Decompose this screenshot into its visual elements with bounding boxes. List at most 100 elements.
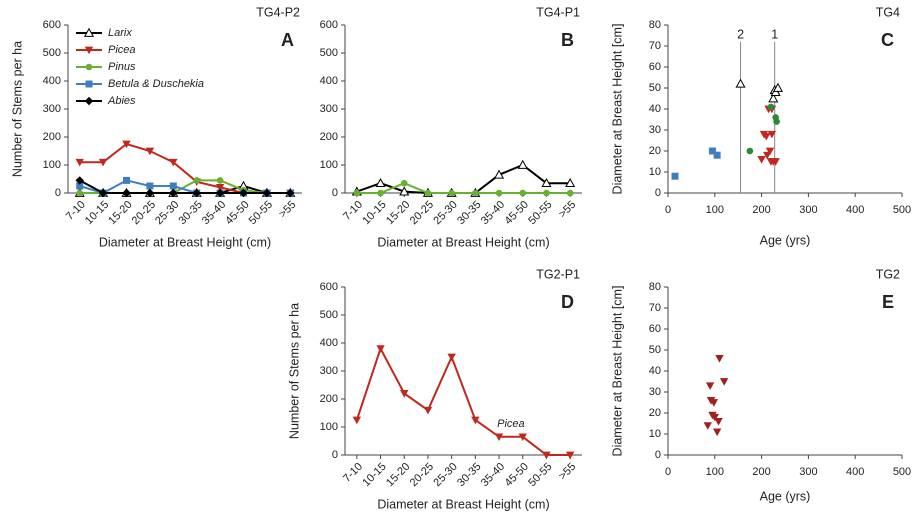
x-tick-label: 10-15 bbox=[360, 461, 388, 489]
x-tick-label: 45-50 bbox=[223, 199, 251, 227]
x-tick-label: 50-55 bbox=[247, 199, 275, 227]
y-tick-label: 40 bbox=[649, 103, 661, 115]
y-tick-label: 30 bbox=[649, 124, 661, 136]
x-tick-label: 50-55 bbox=[526, 461, 554, 489]
y-tick-label: 10 bbox=[649, 166, 661, 178]
y-tick-label: 0 bbox=[332, 449, 338, 461]
x-tick-label: 15-20 bbox=[106, 199, 134, 227]
x-tick-label: 10-15 bbox=[360, 199, 388, 227]
chart-title: TG4-P1 bbox=[536, 5, 580, 19]
y-tick-label: 0 bbox=[332, 187, 338, 199]
marker bbox=[286, 188, 295, 198]
marker bbox=[76, 182, 84, 190]
x-tick-label: 500 bbox=[893, 466, 911, 478]
x-axis-label: Age (yrs) bbox=[760, 233, 811, 247]
marker bbox=[448, 189, 455, 197]
y-tick-label: 80 bbox=[649, 19, 661, 31]
x-tick-label: 45-50 bbox=[503, 461, 531, 489]
chart-title: TG2-P1 bbox=[536, 267, 580, 281]
legend-label: Larix bbox=[108, 27, 132, 39]
panel-label: A bbox=[281, 30, 294, 50]
marker bbox=[447, 353, 456, 362]
marker bbox=[757, 156, 766, 164]
line bbox=[356, 182, 571, 194]
x-axis-label: Diameter at Breast Height (cm) bbox=[377, 235, 549, 249]
x-tick-label: 500 bbox=[893, 204, 911, 216]
y-tick-label: 400 bbox=[320, 337, 338, 349]
marker bbox=[714, 418, 723, 426]
marker bbox=[98, 188, 108, 198]
y-tick-label: 70 bbox=[649, 40, 661, 52]
marker bbox=[471, 416, 480, 425]
y-tick-label: 500 bbox=[43, 47, 61, 59]
marker bbox=[542, 451, 551, 460]
marker bbox=[710, 413, 719, 422]
marker bbox=[735, 78, 746, 88]
x-tick-label: 20-25 bbox=[130, 199, 158, 227]
y-tick-label: 400 bbox=[43, 75, 61, 87]
marker bbox=[377, 189, 384, 197]
y-tick-label: 400 bbox=[320, 75, 338, 87]
marker bbox=[169, 158, 178, 167]
y-tick-label: 600 bbox=[320, 19, 338, 31]
x-tick-label: 25-30 bbox=[431, 199, 459, 227]
x-tick-label: >55 bbox=[557, 461, 579, 483]
marker bbox=[772, 82, 784, 92]
y-tick-label: 200 bbox=[320, 393, 338, 405]
x-tick-label: 30-35 bbox=[455, 199, 483, 227]
reference-label: 1 bbox=[771, 27, 778, 41]
line bbox=[79, 179, 291, 194]
y-axis-label: Diameter at Breast Height [cm] bbox=[610, 24, 624, 195]
marker bbox=[215, 188, 225, 198]
marker bbox=[76, 189, 83, 197]
y-tick-label: 200 bbox=[43, 131, 61, 143]
y-axis-label: Number of Stems per ha bbox=[287, 303, 301, 439]
x-tick-label: 20-25 bbox=[408, 199, 436, 227]
y-tick-label: 0 bbox=[655, 187, 661, 199]
marker bbox=[169, 182, 177, 190]
y-tick-label: 40 bbox=[649, 365, 661, 377]
marker bbox=[771, 158, 780, 166]
y-tick-label: 80 bbox=[649, 281, 661, 293]
marker bbox=[122, 140, 131, 149]
line bbox=[79, 179, 291, 194]
marker bbox=[123, 176, 130, 184]
y-tick-label: 300 bbox=[320, 103, 338, 115]
x-axis-label: Age (yrs) bbox=[760, 489, 811, 503]
marker bbox=[215, 184, 225, 192]
marker bbox=[762, 132, 771, 141]
marker bbox=[519, 189, 527, 197]
marker bbox=[85, 80, 93, 88]
x-tick-label: 100 bbox=[706, 204, 724, 216]
y-tick-label: 70 bbox=[649, 302, 661, 314]
marker bbox=[703, 422, 712, 430]
y-tick-label: 300 bbox=[43, 103, 61, 115]
marker bbox=[543, 189, 550, 197]
chart-title: TG4-P2 bbox=[256, 5, 300, 19]
x-tick-label: 200 bbox=[752, 466, 770, 478]
x-tick-label: 400 bbox=[846, 466, 864, 478]
marker bbox=[239, 188, 248, 198]
x-tick-label: 400 bbox=[846, 204, 864, 216]
x-tick-label: 30-35 bbox=[455, 461, 483, 489]
marker bbox=[193, 177, 200, 184]
x-tick-label: 15-20 bbox=[384, 461, 412, 489]
y-tick-label: 0 bbox=[55, 187, 61, 199]
y-tick-label: 60 bbox=[649, 61, 661, 73]
marker bbox=[517, 159, 528, 169]
y-tick-label: 100 bbox=[43, 159, 61, 171]
y-tick-label: 50 bbox=[649, 344, 661, 356]
x-axis-label: Diameter at Breast Height (cm) bbox=[99, 235, 271, 249]
y-tick-label: 100 bbox=[320, 159, 338, 171]
marker bbox=[494, 433, 504, 441]
y-tick-label: 600 bbox=[43, 19, 61, 31]
marker bbox=[713, 151, 721, 159]
y-tick-label: 0 bbox=[655, 449, 661, 461]
x-tick-label: 100 bbox=[706, 466, 724, 478]
marker bbox=[75, 158, 84, 167]
legend-label: Abies bbox=[107, 95, 136, 107]
marker bbox=[671, 172, 679, 180]
y-tick-label: 500 bbox=[320, 47, 338, 59]
marker bbox=[705, 382, 715, 390]
